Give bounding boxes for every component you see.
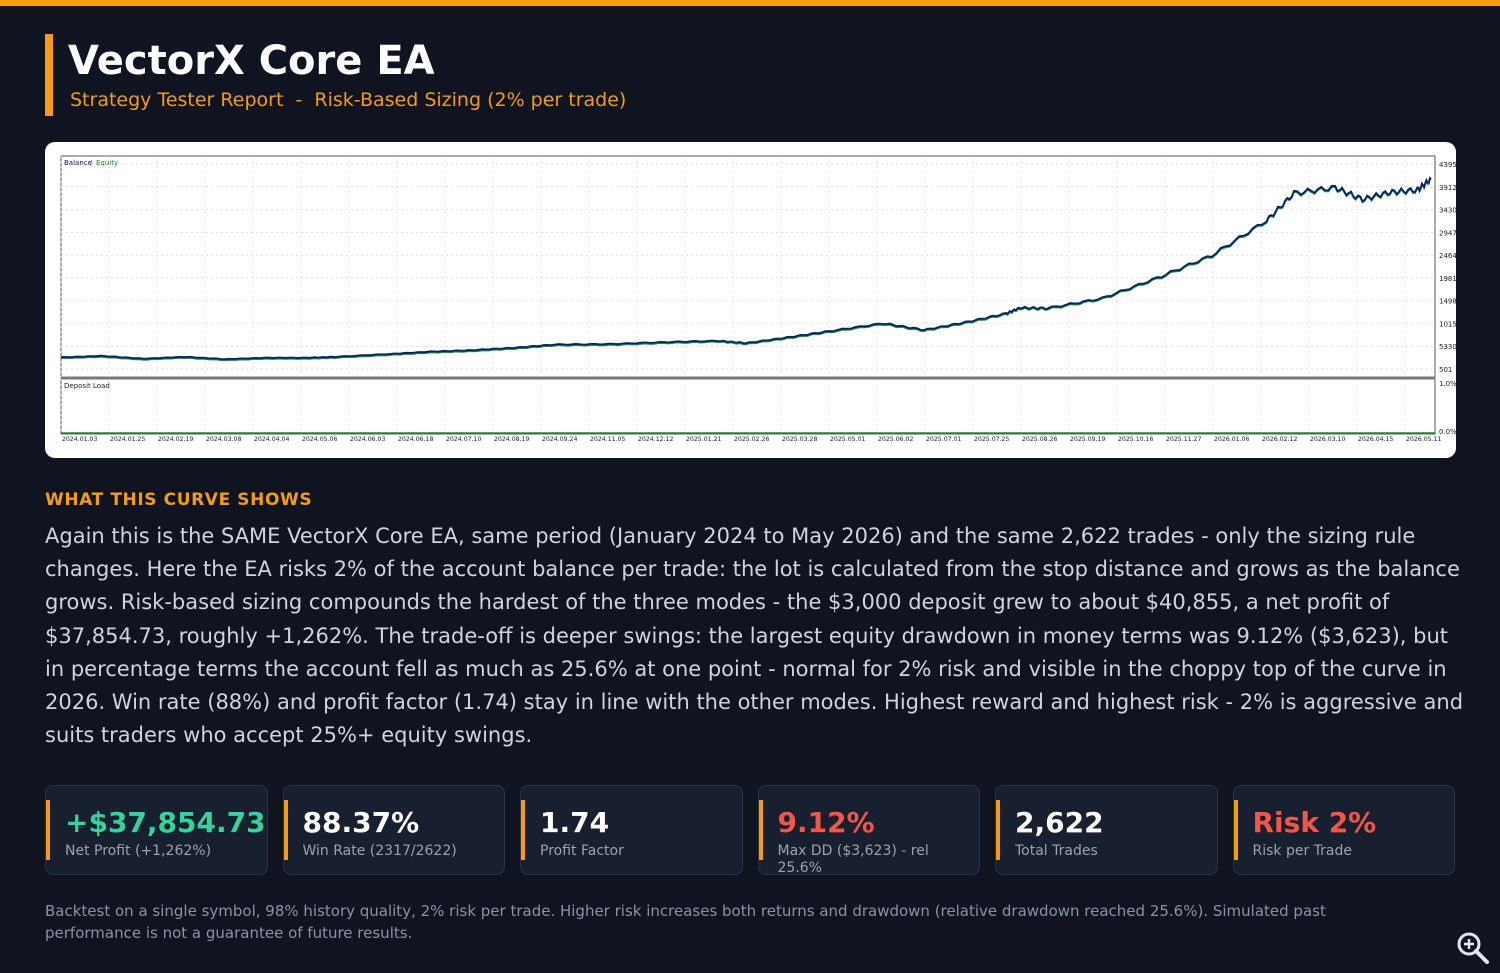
x-tick-label: 2025.09.19 [1070, 436, 1105, 443]
legend-separator: / [90, 159, 93, 167]
y-tick-label: 39128 [1439, 184, 1456, 192]
x-tick-label: 2025.08.26 [1022, 436, 1057, 443]
stat-label: Profit Factor [540, 843, 624, 859]
y-tick-label: 24643 [1439, 252, 1456, 260]
balance-line [60, 176, 1432, 361]
x-tick-label: 2024.01.03 [62, 436, 97, 443]
x-tick-label: 2026.03.10 [1310, 436, 1345, 443]
zoom-icon[interactable] [1455, 930, 1491, 966]
page-title: VectorX Core EA [68, 38, 435, 84]
x-tick-label: 2024.06.03 [350, 436, 385, 443]
stats-row: +$37,854.73 Net Profit (+1,262%) 88.37% … [45, 785, 1455, 876]
stat-card-profit-factor: 1.74 Profit Factor [520, 785, 743, 875]
x-tick-label: 2024.05.06 [302, 436, 337, 443]
stat-value: 88.37% [302, 806, 420, 839]
deposit-load-frame [60, 378, 1436, 435]
section-label: WHAT THIS CURVE SHOWS [45, 490, 313, 510]
x-tick-label: 2026.05.11 [1406, 436, 1441, 443]
stat-label: Max DD ($3,623) - rel 25.6% [777, 843, 929, 876]
page-subtitle: Strategy Tester Report - Risk-Based Sizi… [70, 89, 627, 111]
main-plot-frame [60, 155, 1436, 378]
x-tick-label: 2024.01.25 [110, 436, 145, 443]
y-tick-label: 10158 [1439, 320, 1456, 328]
stat-value: 1.74 [540, 806, 610, 839]
stat-value: 2,622 [1015, 806, 1104, 839]
x-tick-label: 2025.06.02 [878, 436, 913, 443]
stat-accent [283, 800, 288, 860]
x-tick-label: 2025.10.16 [1118, 436, 1153, 443]
curve-description: Again this is the SAME VectorX Core EA, … [45, 524, 1464, 748]
report-header: VectorX Core EA Strategy Tester Report -… [45, 34, 626, 116]
stat-card-max-drawdown: 9.12% Max DD ($3,623) - rel 25.6% [757, 785, 980, 876]
legend-balance: Balance [64, 159, 92, 167]
x-tick-label: 2024.12.12 [638, 436, 673, 443]
deposit-load-label: Deposit Load [64, 382, 110, 390]
x-tick-label: 2025.07.01 [926, 436, 961, 443]
x-tick-label: 2024.08.19 [494, 436, 529, 443]
x-tick-label: 2024.09.24 [542, 436, 577, 443]
stat-accent [758, 800, 763, 860]
stat-label: Net Profit (+1,262%) [65, 843, 212, 859]
stat-value: +$37,854.73 [65, 806, 266, 839]
x-tick-label: 2026.02.12 [1262, 436, 1297, 443]
y-tick-label: 14986 [1439, 298, 1456, 306]
x-tick-label: 2024.06.18 [398, 436, 433, 443]
x-tick-label: 2024.11.05 [590, 436, 625, 443]
x-tick-label: 2025.05.01 [830, 436, 865, 443]
stat-accent [1233, 800, 1238, 860]
y-tick-label: 19815 [1439, 275, 1456, 283]
y-tick-label: 501 [1439, 366, 1452, 374]
sub-y-tick-label: 0.0% [1439, 428, 1456, 436]
sub-y-tick-label: 1.0% [1439, 380, 1456, 388]
stat-accent [996, 800, 1000, 860]
stat-card-net-profit: +$37,854.73 Net Profit (+1,262%) [45, 785, 268, 875]
x-tick-label: 2024.02.19 [158, 436, 193, 443]
stat-value: Risk 2% [1252, 806, 1377, 839]
stat-label: Total Trades [1015, 843, 1098, 859]
stat-label: Risk per Trade [1252, 843, 1353, 859]
x-tick-label: 2025.02.26 [734, 436, 769, 443]
legend-equity: Equity [96, 159, 118, 167]
x-tick-label: 2026.01.06 [1214, 436, 1249, 443]
x-tick-label: 2025.07.25 [974, 436, 1009, 443]
top-accent-bar [0, 0, 1500, 6]
x-tick-label: 2025.01.21 [686, 436, 721, 443]
stat-card-total-trades: 2,622 Total Trades [995, 785, 1218, 875]
stat-accent [46, 800, 50, 860]
y-tick-label: 5330 [1439, 343, 1456, 351]
y-tick-label: 34300 [1439, 207, 1456, 215]
balance-equity-chart-card: 43956 39128 34300 29471 24643 19815 14986 10158… [45, 142, 1456, 458]
x-tick-label: 2024.03.08 [206, 436, 241, 443]
y-tick-label: 43956 [1439, 161, 1456, 169]
stat-label: Win Rate (2317/2622) [302, 843, 457, 859]
x-tick-label: 2024.04.04 [254, 436, 289, 443]
x-tick-label: 2025.11.27 [1166, 436, 1201, 443]
stat-card-win-rate: 88.37% Win Rate (2317/2622) [282, 785, 505, 875]
x-tick-label: 2025.03.28 [782, 436, 817, 443]
balance-equity-chart: 43956 39128 34300 29471 24643 19815 14986 10158… [60, 155, 1456, 443]
stat-value: 9.12% [777, 806, 875, 839]
stat-card-risk-per-trade: Risk 2% Risk per Trade [1232, 785, 1455, 875]
x-tick-label: 2024.07.10 [446, 436, 481, 443]
y-tick-label: 29471 [1439, 229, 1456, 237]
x-tick-label: 2026.04.15 [1358, 436, 1393, 443]
disclaimer-footer: Backtest on a single symbol, 98% history… [45, 902, 1326, 942]
stat-accent [521, 800, 525, 860]
